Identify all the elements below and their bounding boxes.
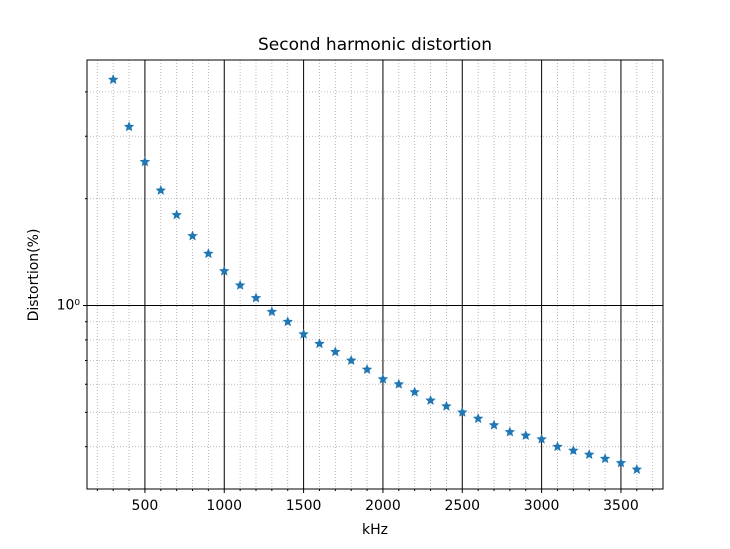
x-tick-label: 3500 bbox=[603, 498, 639, 514]
point bbox=[155, 184, 167, 195]
point bbox=[377, 373, 389, 384]
point bbox=[139, 156, 151, 167]
point bbox=[314, 338, 325, 349]
point bbox=[472, 413, 484, 424]
y-axis-label: Distortion(%) bbox=[26, 229, 42, 322]
point bbox=[234, 279, 246, 290]
point bbox=[250, 292, 262, 303]
point bbox=[504, 426, 516, 437]
point bbox=[345, 354, 357, 365]
y-tick-label: 10⁰ bbox=[57, 298, 81, 314]
x-tick-label: 2000 bbox=[365, 498, 401, 514]
point bbox=[123, 121, 135, 132]
point bbox=[615, 457, 627, 468]
point bbox=[171, 209, 182, 220]
point bbox=[536, 433, 547, 444]
x-tick-label: 1000 bbox=[206, 498, 242, 514]
x-tick-label: 1500 bbox=[286, 498, 322, 514]
point bbox=[457, 406, 468, 417]
point bbox=[187, 230, 198, 241]
point bbox=[409, 386, 420, 397]
point bbox=[441, 400, 452, 411]
point bbox=[488, 419, 500, 430]
x-tick-label: 500 bbox=[132, 498, 159, 514]
point bbox=[266, 306, 278, 317]
x-tick-label: 2500 bbox=[444, 498, 480, 514]
point bbox=[520, 430, 531, 441]
point bbox=[599, 453, 611, 464]
point bbox=[298, 328, 309, 339]
point bbox=[631, 464, 643, 474]
point bbox=[219, 265, 230, 276]
x-tick-label: 3000 bbox=[524, 498, 560, 514]
x-axis-label: kHz bbox=[362, 522, 388, 538]
point bbox=[583, 449, 595, 460]
point bbox=[107, 74, 119, 85]
point bbox=[552, 441, 563, 452]
point bbox=[330, 346, 341, 357]
point bbox=[203, 248, 214, 259]
point bbox=[393, 378, 405, 389]
plot-frame bbox=[86, 59, 664, 490]
point bbox=[361, 364, 373, 374]
point bbox=[282, 316, 293, 327]
chart-title: Second harmonic distortion bbox=[258, 35, 492, 55]
point bbox=[425, 394, 436, 405]
point bbox=[568, 445, 579, 456]
